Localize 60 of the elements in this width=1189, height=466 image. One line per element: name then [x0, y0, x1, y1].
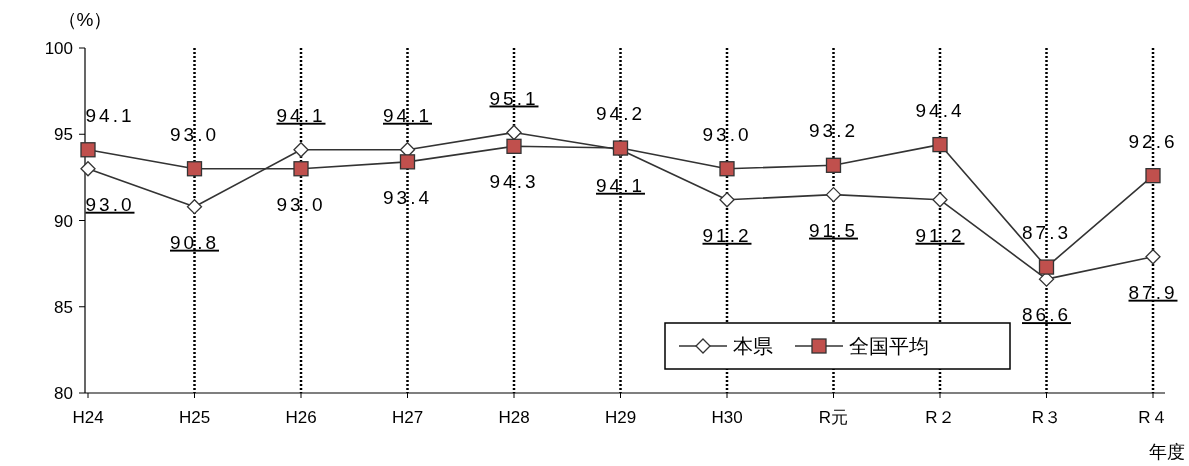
y-tick-label: 100: [44, 39, 73, 58]
data-label: 93.0: [170, 123, 219, 145]
point: [1145, 249, 1161, 265]
data-label: 94.2: [596, 103, 645, 125]
point: [932, 192, 948, 208]
point: [186, 161, 203, 177]
data-label: 92.6: [1128, 130, 1178, 152]
x-tick-label: H28: [498, 408, 530, 427]
point: [186, 199, 203, 215]
x-tick-label: R３: [1031, 408, 1062, 427]
data-label: 93.2: [809, 120, 858, 142]
x-tick-label: R２: [925, 408, 955, 427]
data-label: 87.9: [1128, 281, 1178, 303]
legend-label: 本県: [733, 335, 773, 357]
point: [506, 124, 522, 141]
point: [506, 138, 522, 154]
data-label: 95.1: [489, 87, 539, 109]
point: [293, 161, 309, 177]
x-tick-label: R元: [818, 408, 849, 427]
x-tick-label: H30: [711, 408, 743, 427]
data-label: 91.5: [809, 219, 858, 241]
data-label: 87.3: [1022, 222, 1071, 244]
data-label: 93.4: [383, 186, 432, 208]
point: [1038, 259, 1055, 275]
point: [719, 161, 735, 177]
legend-label: 全国平均: [849, 335, 929, 357]
y-tick-label: 95: [54, 125, 73, 145]
data-label: 94.3: [489, 171, 539, 193]
x-tick-label: H27: [391, 408, 424, 427]
data-label: 94.1: [85, 104, 135, 126]
point: [80, 161, 96, 177]
data-label: 93.0: [702, 123, 752, 145]
point: [719, 192, 735, 208]
y-tick-label: 85: [54, 297, 73, 317]
data-label: 91.2: [915, 224, 965, 246]
data-label: 86.6: [1022, 304, 1071, 326]
data-label: 93.0: [276, 193, 326, 215]
data-label: 93.0: [85, 193, 135, 215]
x-tick-label: R４: [1138, 408, 1168, 427]
data-label: 90.8: [170, 231, 219, 253]
point: [80, 142, 96, 158]
point: [932, 136, 948, 153]
y-axis-title: （%）: [57, 9, 113, 30]
y-tick-label: 90: [54, 211, 73, 231]
point: [399, 154, 416, 170]
point: [293, 142, 309, 158]
data-label: 94.1: [596, 174, 645, 196]
y-tick-label: 80: [54, 384, 73, 403]
point: [825, 157, 842, 173]
data-label: 91.2: [702, 224, 752, 246]
data-label: 94.1: [276, 104, 326, 126]
x-tick-label: H29: [604, 408, 637, 427]
x-tick-label: H24: [72, 408, 104, 427]
point: [825, 186, 842, 203]
x-tick-label: H26: [285, 408, 317, 427]
point: [1145, 168, 1161, 184]
x-tick-label: H25: [178, 408, 211, 427]
x-axis-title: 年度: [1149, 442, 1185, 462]
data-label: 94.4: [915, 99, 965, 121]
data-label: 94.1: [383, 104, 432, 126]
